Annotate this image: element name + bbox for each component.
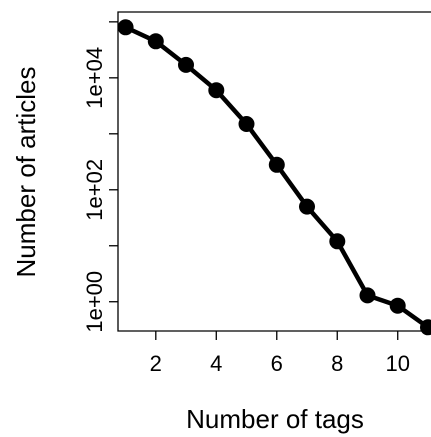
x-axis-title: Number of tags — [186, 404, 364, 434]
x-tick-label: 4 — [210, 351, 222, 376]
y-axis-title: Number of articles — [11, 67, 41, 278]
y-tick-label: 1e+04 — [82, 47, 107, 109]
data-point — [238, 116, 255, 132]
x-tick-label: 8 — [331, 351, 343, 376]
y-tick-label: 1e+02 — [82, 159, 107, 221]
data-point — [299, 198, 315, 215]
data-point — [389, 297, 406, 314]
x-tick-label: 10 — [385, 351, 409, 376]
data-point — [117, 19, 134, 36]
x-tick-label: 6 — [271, 351, 283, 376]
series-line — [124, 25, 430, 330]
x-tick-label: 2 — [150, 351, 162, 376]
plot-frame — [117, 11, 431, 332]
y-tick-label: 1e+00 — [82, 271, 107, 333]
series-group — [117, 19, 431, 336]
data-point — [329, 233, 346, 250]
data-point — [268, 156, 285, 173]
data-point — [178, 56, 194, 73]
data-point — [420, 319, 431, 336]
axes: 2 4 6 8 10 1e+00 1e+02 1e+04 — [82, 11, 431, 376]
data-point — [208, 82, 225, 99]
data-point — [147, 33, 164, 50]
data-point — [359, 287, 376, 304]
